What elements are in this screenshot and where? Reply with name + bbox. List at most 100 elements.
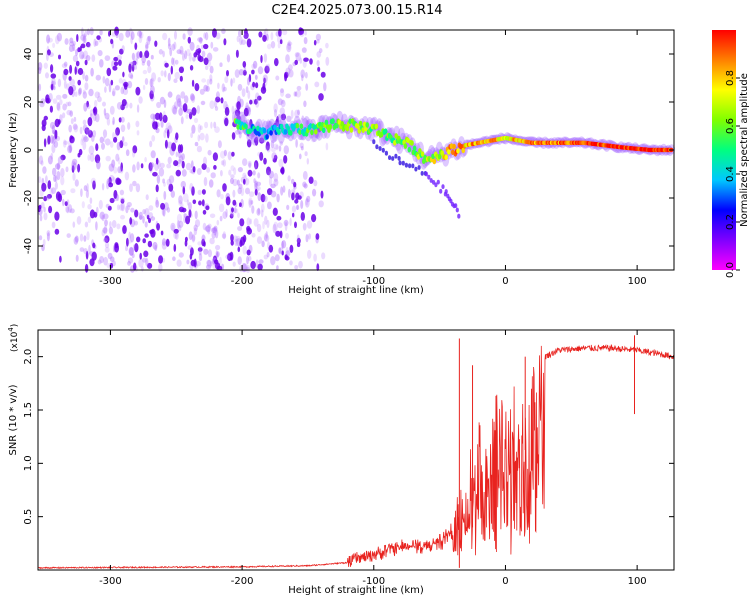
spectrogram-noise-blob bbox=[82, 141, 87, 151]
spectrogram-noise-blob bbox=[213, 225, 218, 232]
spectrogram-y-tick-label: 40 bbox=[23, 48, 34, 61]
colorbar-tick-label: 0.4 bbox=[725, 166, 736, 182]
spectrogram-noise-blob bbox=[301, 47, 307, 53]
spectrogram-noise-blob bbox=[277, 42, 281, 49]
spectrogram-noise-blob bbox=[264, 65, 270, 74]
spectrogram-noise-blob bbox=[144, 233, 149, 238]
spectrogram-noise-blob bbox=[115, 177, 121, 185]
spectrogram-noise-blob bbox=[209, 78, 213, 85]
spectrogram-noise-blob bbox=[173, 78, 178, 83]
spectrogram-noise-blob bbox=[81, 27, 84, 37]
spectrogram-noise-blob bbox=[230, 240, 234, 246]
spectrogram-noise-blob bbox=[37, 62, 43, 71]
spectrogram-branch-blob bbox=[411, 163, 415, 169]
spectrogram-noise-blob bbox=[125, 205, 129, 214]
spectrogram-branch-blob bbox=[372, 139, 376, 145]
colorbar-ticks: 0.0 0.2 0.4 0.6 0.8 bbox=[725, 70, 740, 278]
spectrogram-noise-blob bbox=[273, 103, 278, 113]
spectrogram-noise-blob bbox=[127, 205, 131, 210]
spectrogram-noise-blob bbox=[166, 129, 170, 139]
spectrogram-noise-blob bbox=[243, 178, 246, 185]
spectrogram-noise-blob bbox=[230, 234, 234, 242]
spectrogram-noise-blob bbox=[82, 91, 88, 99]
spectrogram-noise-blob bbox=[313, 39, 317, 46]
spectrogram-noise-blob bbox=[264, 234, 270, 242]
spectrogram-noise-blob bbox=[180, 202, 184, 210]
spectrogram-noise-blob bbox=[283, 155, 288, 164]
snr-y-tick-label: 1.5 bbox=[23, 402, 34, 418]
spectrogram-noise-blob bbox=[109, 197, 115, 204]
spectrogram-noise-blob bbox=[206, 259, 212, 266]
spectrogram-noise-blob bbox=[111, 159, 116, 168]
spectrogram-noise-blob bbox=[69, 41, 75, 47]
spectrogram-noise-blob bbox=[178, 224, 182, 232]
spectrogram-noise-blob bbox=[256, 236, 263, 245]
spectrogram-noise-blob bbox=[173, 228, 179, 234]
spectrogram-noise-blob bbox=[168, 183, 174, 192]
spectrogram-noise-blob bbox=[89, 209, 95, 219]
spectrogram-noise-blob bbox=[205, 85, 210, 92]
spectrogram-noise-blob bbox=[131, 253, 135, 259]
spectrogram-noise-blob bbox=[104, 242, 110, 249]
spectrogram-noise-blob bbox=[48, 93, 53, 102]
spectrogram-noise-blob bbox=[67, 204, 73, 213]
spectrogram-noise-blob bbox=[86, 100, 89, 108]
spectrogram-noise-blob bbox=[291, 178, 295, 185]
spectrogram-noise-blob bbox=[241, 88, 246, 98]
spectrogram-noise-blob bbox=[255, 181, 262, 187]
spectrogram-noise-blob bbox=[82, 124, 88, 132]
spectrogram-branch-blob bbox=[457, 213, 461, 219]
spectrogram-noise-blob bbox=[120, 202, 125, 212]
spectrogram-noise-blob bbox=[234, 109, 241, 117]
spectrogram-noise-blob bbox=[110, 38, 114, 45]
spectrogram-signal-core bbox=[356, 123, 360, 130]
spectrogram-noise-blob bbox=[280, 186, 284, 196]
spectrogram-noise-blob bbox=[108, 226, 113, 235]
spectrogram-noise-blob bbox=[128, 63, 132, 73]
spectrogram-noise-blob bbox=[103, 213, 109, 220]
spectrogram-noise-blob bbox=[104, 86, 107, 93]
spectrogram-noise-blob bbox=[312, 188, 317, 197]
spectrogram-noise-blob bbox=[239, 36, 243, 46]
spectrogram-noise-blob bbox=[301, 115, 305, 121]
spectrogram-noise-blob bbox=[279, 141, 284, 146]
spectrogram-noise-blob bbox=[224, 106, 230, 116]
spectrogram-noise-blob bbox=[278, 28, 282, 37]
spectrogram-noise-blob bbox=[289, 260, 293, 266]
spectrogram-noise-blob bbox=[148, 162, 153, 172]
spectrogram-noise-blob bbox=[52, 98, 58, 104]
spectrogram-noise-blob bbox=[61, 63, 68, 69]
spectrogram-noise-blob bbox=[160, 70, 164, 77]
spectrogram-noise-blob bbox=[195, 260, 201, 267]
spectrogram-noise-blob bbox=[171, 224, 175, 232]
spectrogram-noise-blob bbox=[194, 210, 198, 220]
spectrogram-noise-blob bbox=[72, 55, 78, 62]
spectrogram-noise-blob bbox=[260, 55, 263, 63]
spectrogram-noise-blob bbox=[107, 205, 112, 211]
spectrogram-noise-blob bbox=[227, 151, 232, 161]
spectrogram-noise-blob bbox=[242, 245, 247, 255]
spectrogram-noise-blob bbox=[201, 163, 207, 171]
spectrogram-noise-blob bbox=[149, 140, 153, 148]
spectrogram-noise-blob bbox=[263, 77, 266, 84]
spectrogram-noise-blob bbox=[103, 136, 106, 143]
spectrogram-noise-blob bbox=[69, 78, 75, 87]
spectrogram-noise-blob bbox=[252, 60, 258, 69]
spectrogram-noise-blob bbox=[201, 199, 205, 207]
spectrogram-noise-blob bbox=[316, 51, 322, 58]
spectrogram-noise-blob bbox=[223, 38, 227, 46]
spectrogram-noise-blob bbox=[200, 100, 206, 106]
spectrogram-noise-blob bbox=[97, 259, 102, 265]
spectrogram-noise-blob bbox=[50, 83, 54, 91]
spectrogram-noise-blob bbox=[288, 69, 294, 78]
spectrogram-noise-blob bbox=[89, 109, 95, 116]
spectrogram-noise-blob bbox=[128, 231, 131, 240]
spectrogram-noise-blob bbox=[230, 174, 235, 179]
spectrogram-noise-blob bbox=[251, 63, 256, 70]
spectrogram-noise-blob bbox=[300, 117, 304, 123]
spectrogram-noise-blob bbox=[39, 214, 43, 222]
spectrogram-noise-blob bbox=[219, 215, 223, 222]
spectrogram-noise-blob bbox=[142, 69, 148, 75]
spectrogram-noise-blob bbox=[294, 221, 297, 229]
